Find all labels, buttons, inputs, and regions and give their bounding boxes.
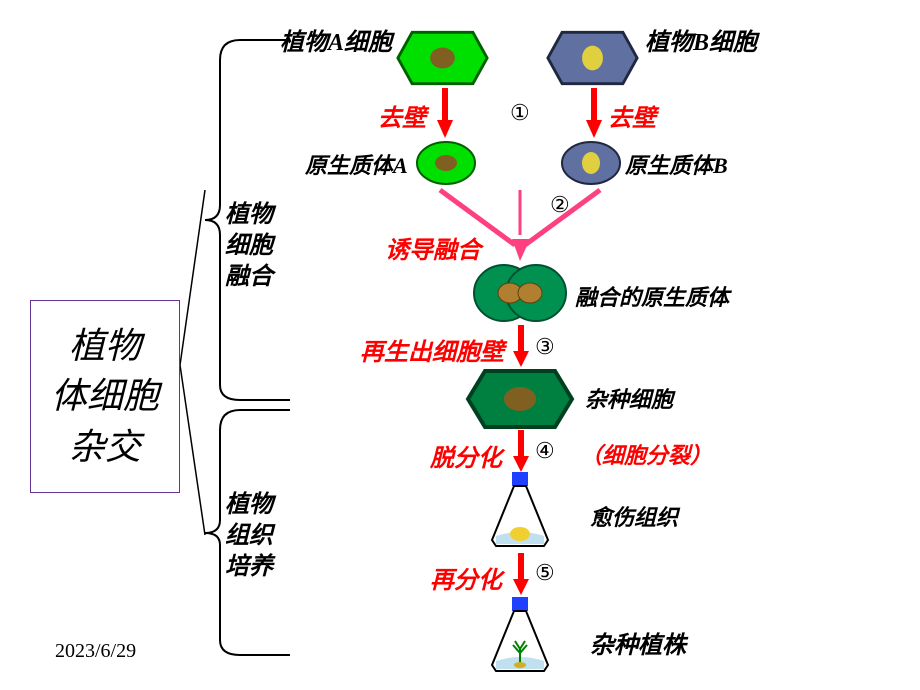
connector-lines (180, 190, 210, 540)
title-box: 植物 体细胞 杂交 (30, 300, 180, 493)
label-proto-b: 原生质体B (625, 148, 728, 180)
label-fused-proto: 融合的原生质体 (575, 280, 729, 312)
protoplast-a (415, 140, 477, 186)
arrow-5 (512, 553, 530, 595)
cell-a-hexagon (395, 28, 490, 88)
label-remove-wall-a: 去壁 (378, 98, 426, 133)
flask-callus (480, 470, 560, 550)
arrow-3 (512, 325, 530, 367)
label-callus: 愈伤组织 (590, 500, 678, 532)
cell-b-hexagon (545, 28, 640, 88)
label-hybrid-cell: 杂种细胞 (585, 382, 673, 414)
flask-plant (480, 595, 560, 675)
arrow-1a (436, 88, 454, 138)
label-rediff: 再分化 (430, 560, 502, 595)
label-cell-b: 植物B细胞 (645, 22, 757, 57)
label-culture-section: 植物 组织 培养 (225, 490, 273, 584)
label-fusion-section: 植物 细胞 融合 (225, 200, 273, 294)
label-cell-a: 植物A细胞 (280, 22, 392, 57)
fused-protoplast (470, 262, 570, 324)
label-cell-division: （细胞分裂） (580, 438, 712, 470)
label-regen-wall: 再生出细胞壁 (360, 332, 504, 367)
label-proto-a: 原生质体A (305, 148, 408, 180)
protoplast-b (560, 140, 622, 186)
step-1: ① (510, 100, 530, 126)
arrow-1b (585, 88, 603, 138)
label-dediff: 脱分化 (430, 438, 502, 473)
label-remove-wall-b: 去壁 (608, 98, 656, 133)
step-3: ③ (535, 334, 555, 360)
label-induce-fusion: 诱导融合 (385, 230, 481, 265)
arrow-4 (512, 430, 530, 472)
step-4: ④ (535, 438, 555, 464)
date-text: 2023/6/29 (55, 640, 136, 663)
label-hybrid-plant: 杂种植株 (590, 625, 686, 660)
step-5: ⑤ (535, 560, 555, 586)
hybrid-cell-hexagon (465, 368, 575, 430)
title-text: 植物 体细胞 杂交 (51, 326, 159, 467)
